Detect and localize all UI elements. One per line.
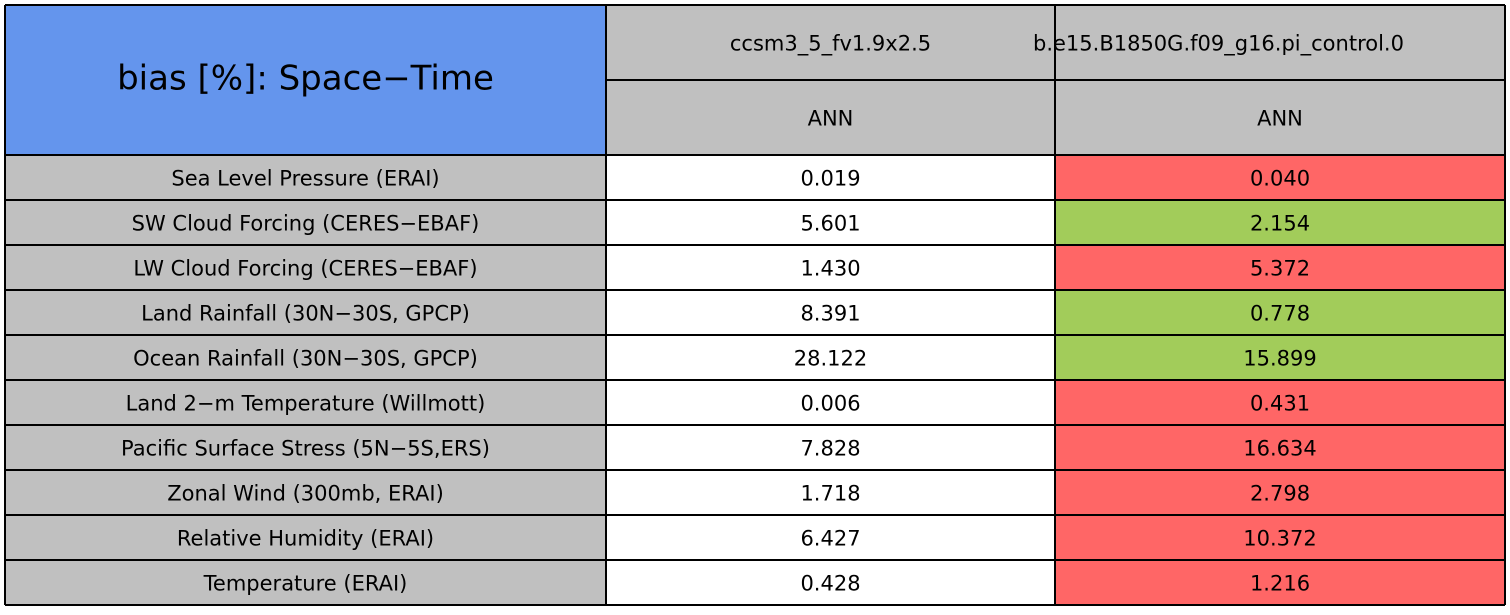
cell-value: 5.601: [800, 212, 860, 236]
cell-value: 0.019: [800, 167, 860, 191]
row-label: Relative Humidity (ERAI): [177, 527, 434, 551]
value-cell: [606, 425, 1055, 470]
cell-value: 15.899: [1243, 347, 1316, 371]
value-cell: [1055, 515, 1505, 560]
value-cell: [1055, 560, 1505, 605]
cell-value: 1.718: [800, 482, 860, 506]
value-cell: [1055, 290, 1505, 335]
season-header: ANN: [1257, 107, 1303, 131]
cell-value: 5.372: [1250, 257, 1310, 281]
value-cell: [1055, 470, 1505, 515]
row-label: Zonal Wind (300mb, ERAI): [167, 482, 444, 506]
row-label-cell: [5, 200, 606, 245]
row-label-cell: [5, 470, 606, 515]
row-label-cell: [5, 245, 606, 290]
row-label-cell: [5, 560, 606, 605]
value-cell: [606, 290, 1055, 335]
value-cell: [606, 470, 1055, 515]
value-cell: [606, 335, 1055, 380]
row-label: LW Cloud Forcing (CERES−EBAF): [133, 257, 477, 281]
cell-value: 28.122: [794, 347, 867, 371]
value-cell: [1055, 200, 1505, 245]
row-label-cell: [5, 155, 606, 200]
cell-value: 0.428: [800, 572, 860, 596]
cell-value: 2.798: [1250, 482, 1310, 506]
row-label-cell: [5, 515, 606, 560]
row-label: Temperature (ERAI): [203, 572, 408, 596]
row-label-cell: [5, 425, 606, 470]
cell-value: 0.006: [800, 392, 860, 416]
value-cell: [1055, 425, 1505, 470]
row-label: SW Cloud Forcing (CERES−EBAF): [132, 212, 480, 236]
row-label-cell: [5, 290, 606, 335]
value-cell: [606, 200, 1055, 245]
value-cell: [606, 515, 1055, 560]
cell-value: 16.634: [1243, 437, 1316, 461]
cell-value: 6.427: [800, 527, 860, 551]
value-cell: [1055, 155, 1505, 200]
value-cell: [1055, 335, 1505, 380]
cell-value: 8.391: [800, 302, 860, 326]
cell-value: 2.154: [1250, 212, 1310, 236]
value-cell: [606, 380, 1055, 425]
season-header: ANN: [808, 107, 854, 131]
cell-value: 7.828: [800, 437, 860, 461]
row-label-cell: [5, 335, 606, 380]
cell-value: 0.431: [1250, 392, 1310, 416]
cell-value: 0.040: [1250, 167, 1310, 191]
row-label: Land Rainfall (30N−30S, GPCP): [141, 302, 470, 326]
title-cell: [5, 5, 606, 155]
value-cell: [1055, 245, 1505, 290]
column-header: ccsm3_5_fv1.9x2.5: [730, 32, 931, 57]
value-cell: [606, 245, 1055, 290]
cell-value: 10.372: [1243, 527, 1316, 551]
value-cell: [606, 155, 1055, 200]
row-label: Ocean Rainfall (30N−30S, GPCP): [133, 347, 478, 371]
row-label: Pacific Surface Stress (5N−5S,ERS): [121, 437, 490, 461]
cell-value: 0.778: [1250, 302, 1310, 326]
row-label: Sea Level Pressure (ERAI): [171, 167, 439, 191]
row-label: Land 2−m Temperature (Willmott): [126, 392, 486, 416]
value-cell: [606, 560, 1055, 605]
column-header: b.e15.B1850G.f09_g16.pi_control.0: [1033, 32, 1404, 57]
cell-value: 1.216: [1250, 572, 1310, 596]
row-label-cell: [5, 380, 606, 425]
value-cell: [1055, 380, 1505, 425]
table-title: bias [%]: Space−Time: [117, 59, 494, 99]
cell-value: 1.430: [800, 257, 860, 281]
